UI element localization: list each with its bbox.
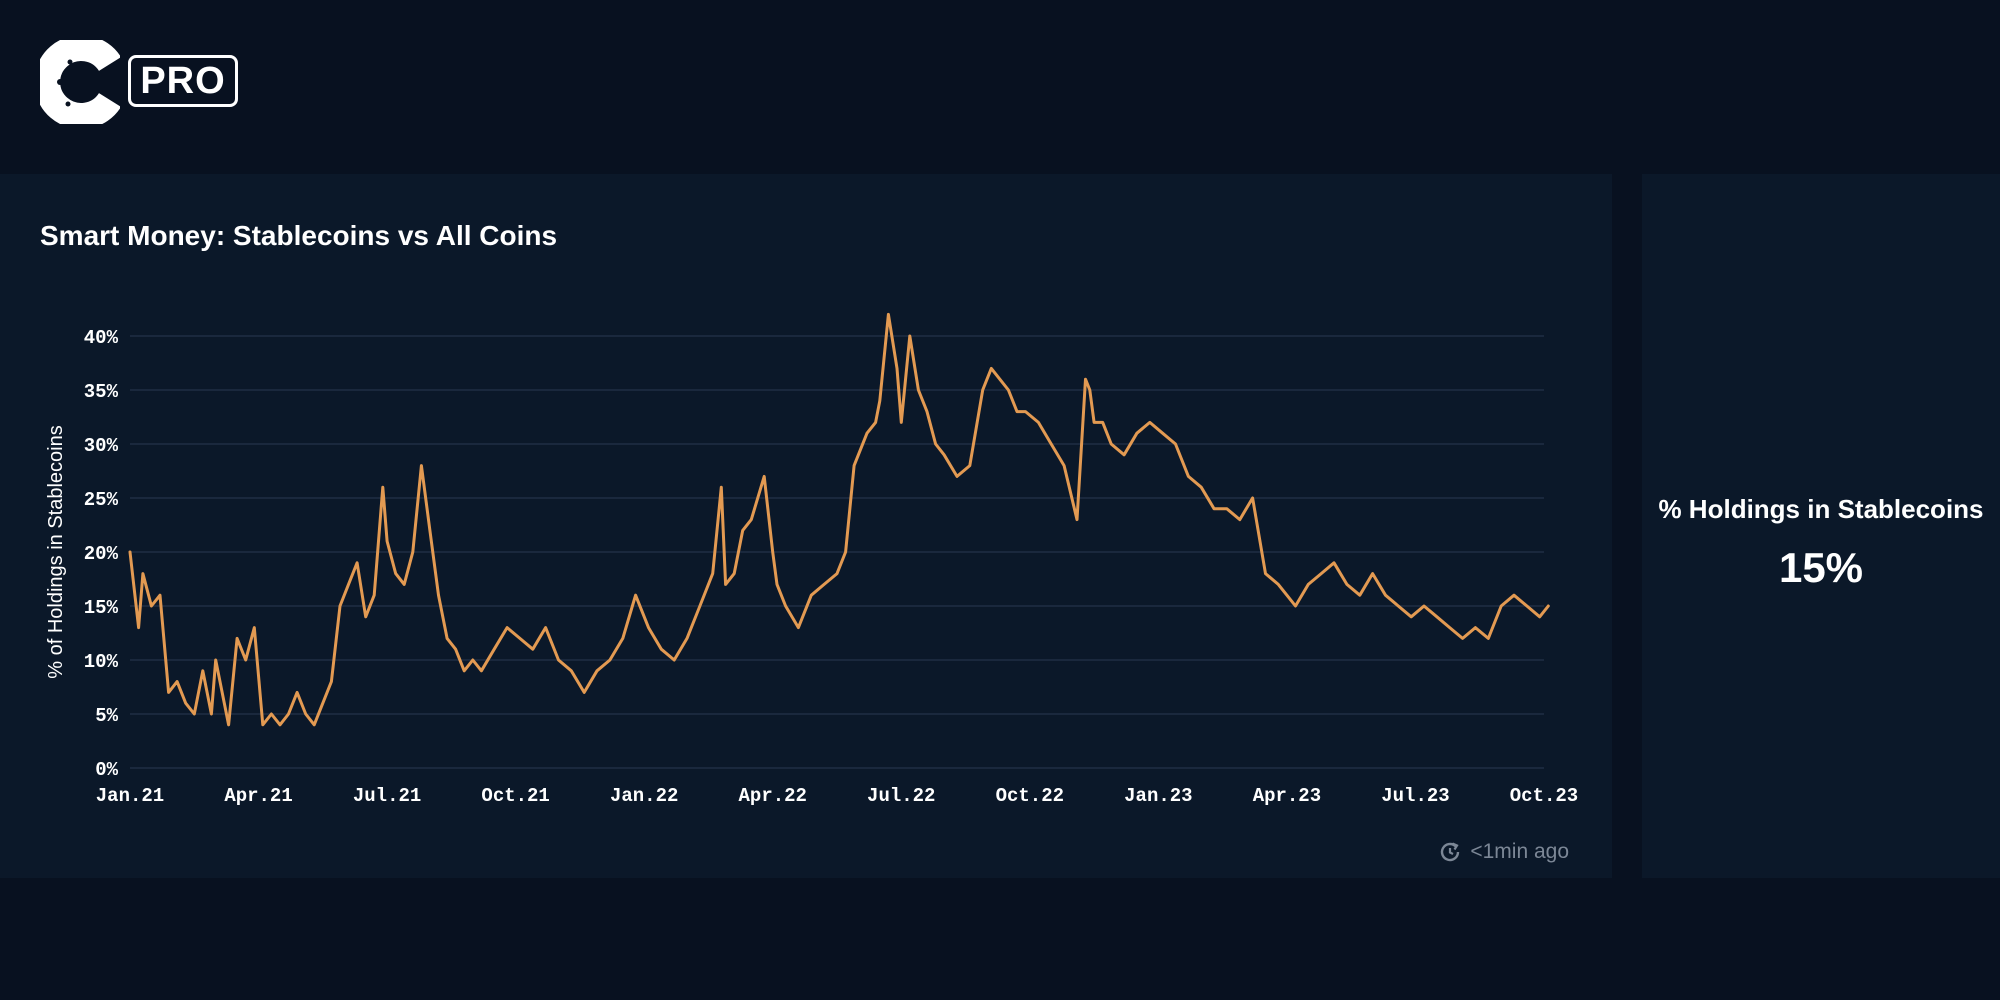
x-tick-label: Apr.23 [1253, 785, 1321, 807]
stat-label: % Holdings in Stablecoins [1658, 494, 1984, 524]
x-tick-label: Jan.21 [96, 785, 164, 807]
series-line [128, 312, 1550, 727]
x-tick-label: Oct.23 [1510, 785, 1578, 807]
x-tick-label: Jul.21 [353, 785, 421, 807]
pro-badge[interactable]: PRO [128, 55, 238, 107]
top-bar: PRO [0, 0, 2000, 172]
y-tick-label: 30% [84, 435, 119, 457]
y-tick-label: 20% [84, 543, 119, 565]
y-tick-label: 35% [84, 381, 119, 403]
chart-title: Smart Money: Stablecoins vs All Coins [40, 220, 558, 251]
x-tick-label: Apr.22 [739, 785, 807, 807]
y-tick-label: 25% [84, 489, 119, 511]
y-tick-label: 40% [84, 327, 119, 349]
x-tick-label: Oct.21 [481, 785, 549, 807]
stat-card: % Holdings in Stablecoins 15% [1642, 174, 2000, 878]
y-tick-label: 5% [95, 705, 118, 727]
y-tick-label: 15% [84, 597, 119, 619]
logo-icon[interactable] [40, 40, 120, 124]
refresh-clock-icon[interactable] [1438, 840, 1462, 864]
chart-card: Smart Money: Stablecoins vs All Coins 0%… [0, 174, 1612, 878]
y-tick-label: 10% [84, 651, 119, 673]
y-tick-label: 0% [95, 759, 118, 781]
y-axis-label: % of Holdings in Stablecoins [45, 425, 67, 678]
x-tick-label: Jan.22 [610, 785, 678, 807]
line-chart: 0% 5% 10% 15% 20% 25% 30% 35% 40% Jan.21 Apr.21 Jul… [45, 312, 1578, 807]
x-tick-label: Jul.23 [1381, 785, 1449, 807]
last-updated: <1min ago [1438, 840, 1569, 864]
x-tick-label: Jul.22 [867, 785, 935, 807]
stat-value: 15% [1778, 544, 1864, 591]
x-tick-label: Oct.22 [996, 785, 1064, 807]
last-updated-text: <1min ago [1470, 840, 1569, 863]
x-tick-label: Jan.23 [1124, 785, 1192, 807]
x-tick-label: Apr.21 [224, 785, 292, 807]
